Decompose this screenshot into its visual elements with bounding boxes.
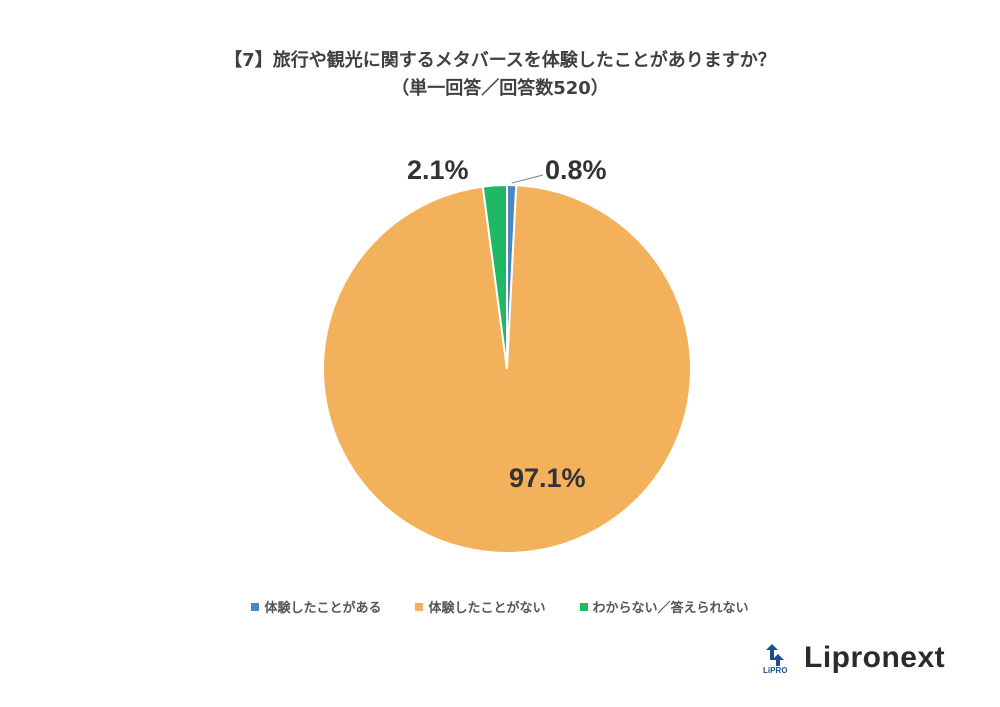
legend-swatch-unknown [579, 602, 588, 611]
data-label-unknown: 2.1% [407, 155, 469, 185]
pie-chart: 0.8% 97.1% 2.1% [322, 155, 692, 554]
leader-line-experienced [511, 174, 544, 184]
brand-name: Lipronext [804, 641, 946, 674]
svg-text:LiPRO: LiPRO [763, 666, 787, 675]
pie-slice-unknown [481, 183, 508, 370]
data-label-not-experienced: 97.1% [509, 463, 586, 493]
chart-legend: 体験したことがある 体験したことがない わからない／答えられない [0, 597, 1000, 616]
legend-swatch-experienced [251, 602, 260, 611]
legend-item-experienced: 体験したことがある [251, 597, 381, 616]
legend-swatch-not-experienced [415, 602, 424, 611]
pie-slice-not-experienced [322, 184, 692, 554]
legend-item-not-experienced: 体験したことがない [415, 597, 546, 616]
legend-label-not-experienced: 体験したことがない [428, 601, 546, 616]
lipro-logo-icon: LiPRO [763, 644, 787, 675]
legend-label-experienced: 体験したことがある [264, 601, 382, 616]
chart-title: 【7】旅行や観光に関するメタバースを体験したことがありますか？ [224, 50, 776, 71]
data-label-experienced: 0.8% [545, 155, 607, 185]
brand-logo: LiPRO Lipronext [760, 640, 945, 676]
legend-item-unknown: わからない／答えられない [579, 597, 749, 616]
legend-label-unknown: わからない／答えられない [592, 601, 749, 616]
chart-subtitle: （単一回答／回答数520） [391, 78, 609, 99]
